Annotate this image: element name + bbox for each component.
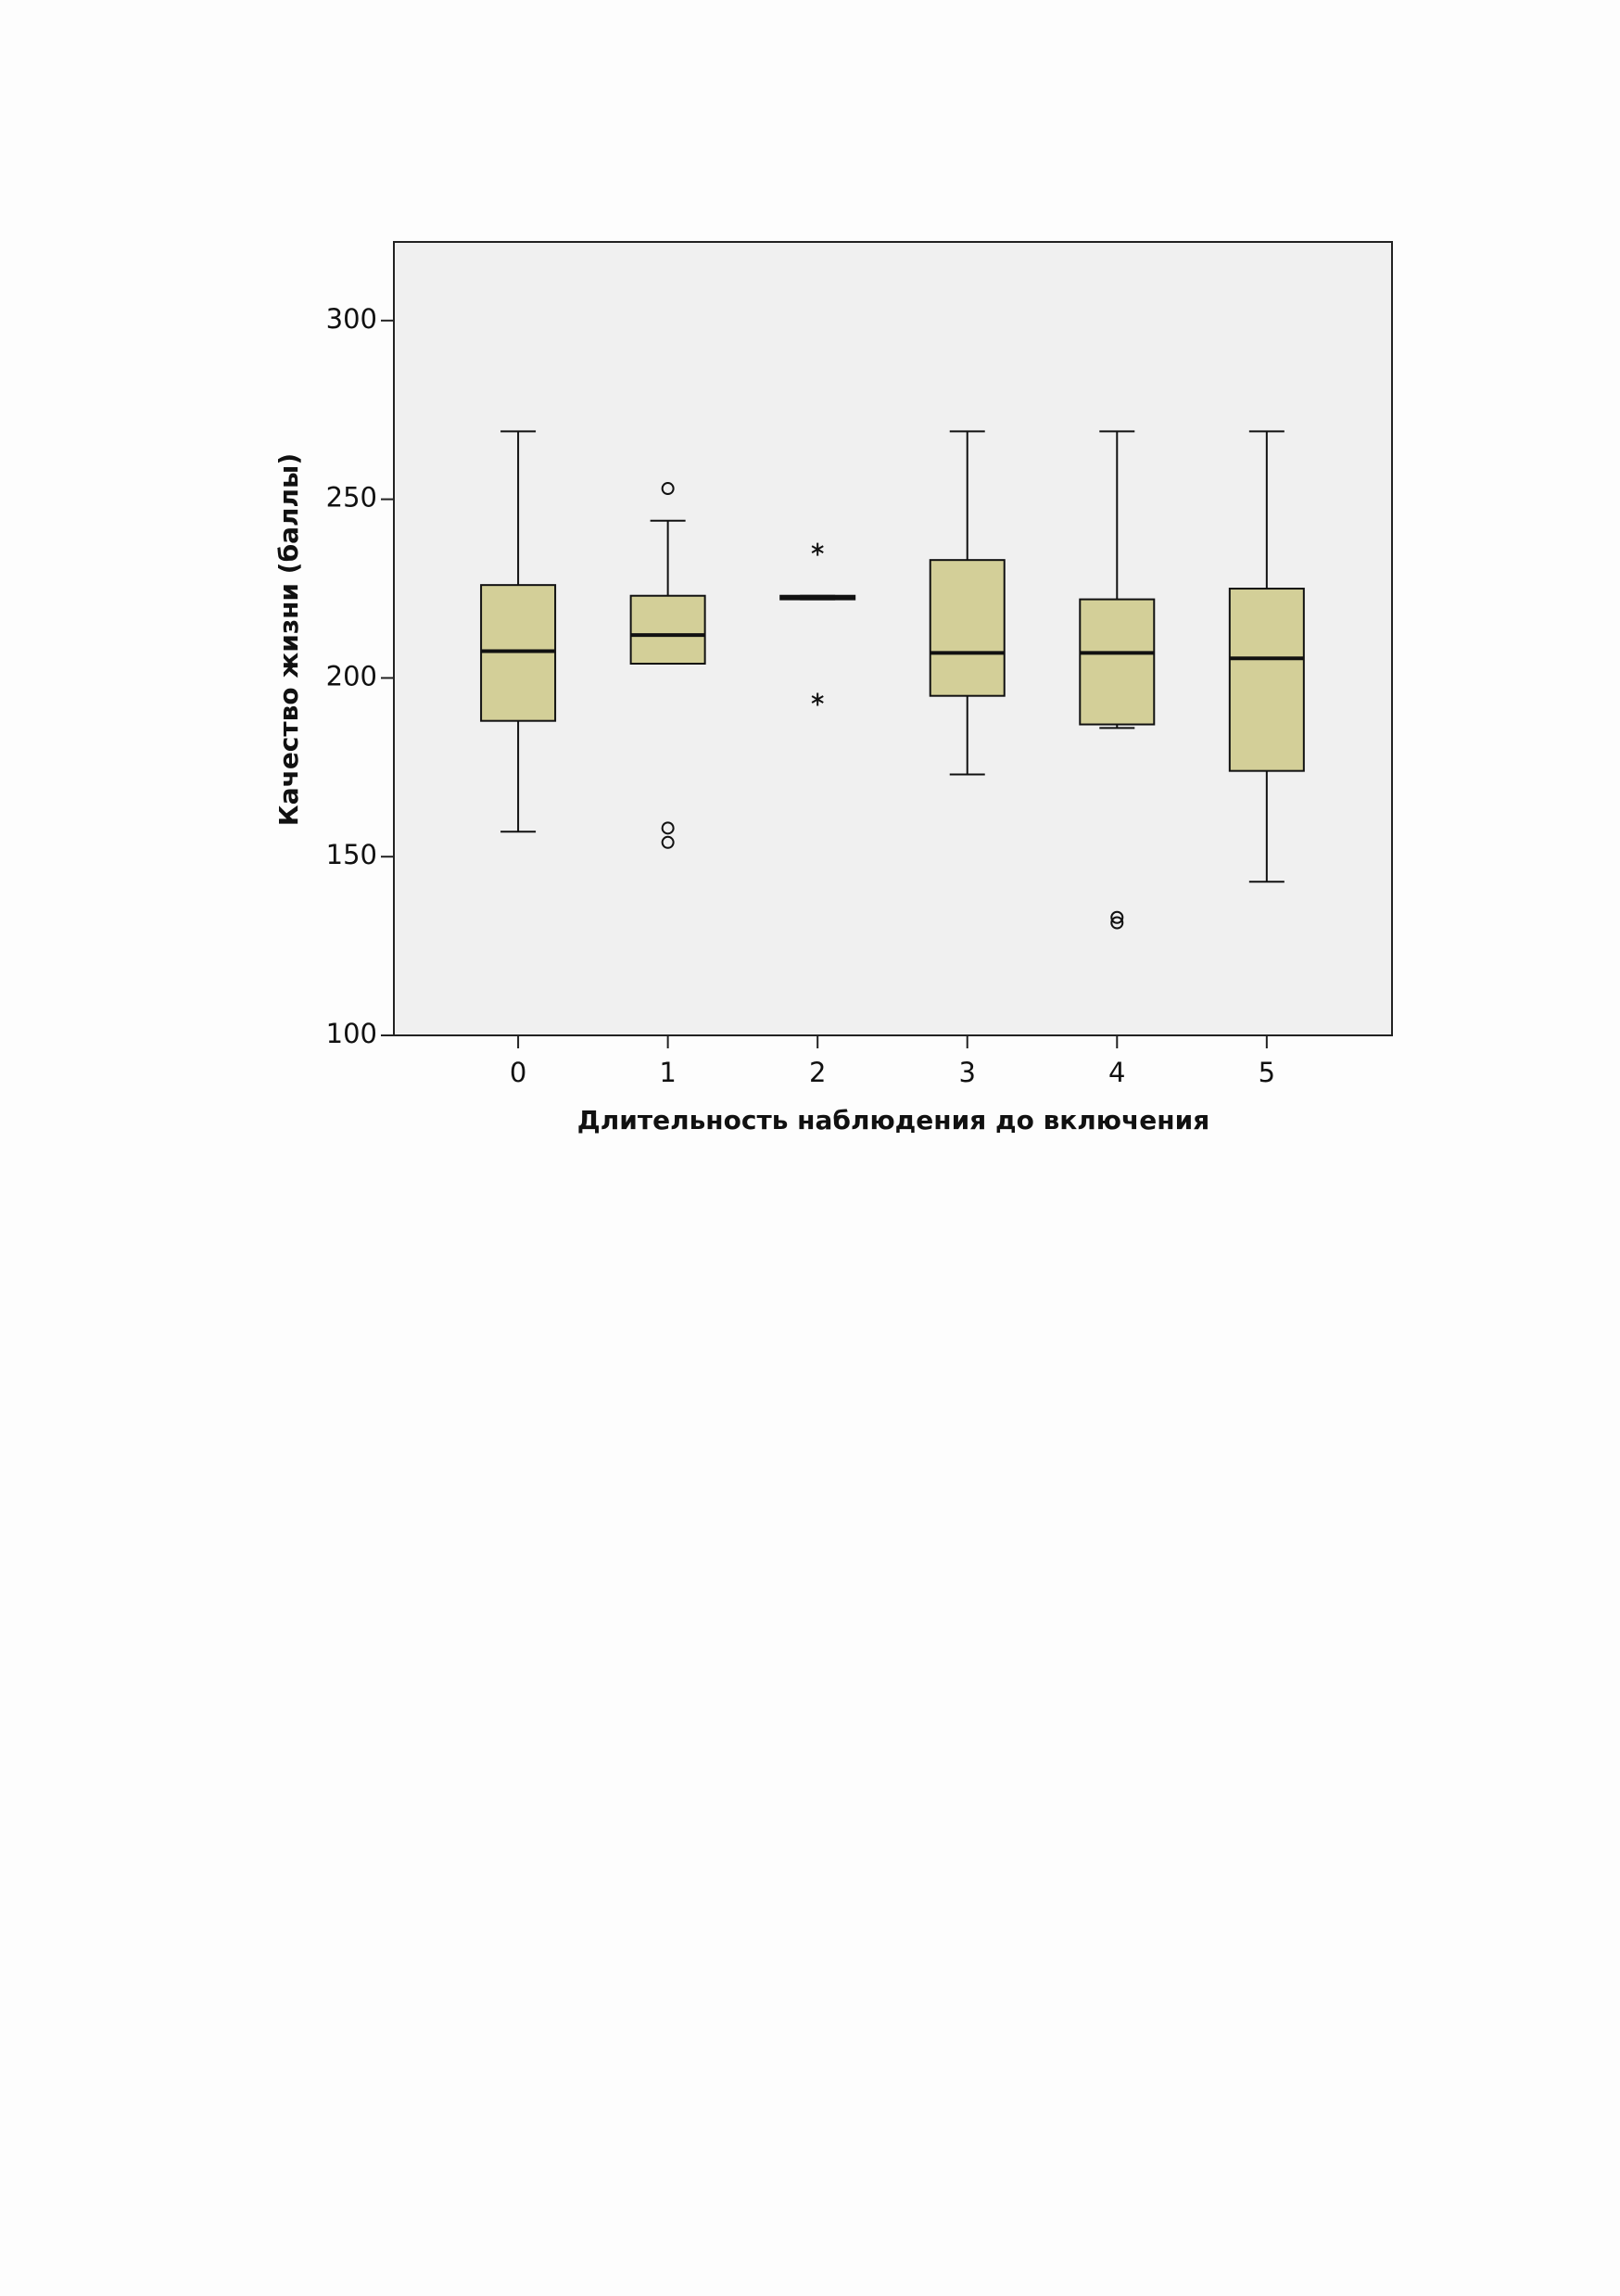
y-axis-title: Качество жизни (баллы): [273, 453, 304, 826]
y-tick-label: 150: [326, 839, 377, 870]
x-tick-label: 4: [1108, 1057, 1125, 1088]
outlier: [1110, 916, 1124, 930]
x-tick-label: 0: [510, 1057, 526, 1088]
y-tick-label: 250: [326, 482, 377, 514]
y-tick-label: 200: [326, 660, 377, 691]
x-tick-label: 3: [959, 1057, 976, 1088]
outlier: [1110, 910, 1124, 924]
outlier: [661, 482, 675, 496]
outlier: [661, 835, 675, 849]
box: [629, 594, 706, 665]
y-tick-label: 300: [326, 303, 377, 335]
box: [1079, 598, 1156, 726]
outlier: [661, 821, 675, 835]
y-tick-label: 100: [326, 1018, 377, 1049]
x-tick-label: 5: [1259, 1057, 1275, 1088]
box: [1228, 588, 1305, 772]
x-tick-label: 1: [659, 1057, 676, 1088]
extreme-outlier: [811, 692, 824, 706]
extreme-outlier: [811, 542, 824, 556]
x-axis-title: Длительность наблюдения до включения: [577, 1105, 1209, 1135]
box: [929, 559, 1006, 697]
plot-area: [393, 241, 1393, 1036]
x-tick-label: 2: [809, 1057, 826, 1088]
